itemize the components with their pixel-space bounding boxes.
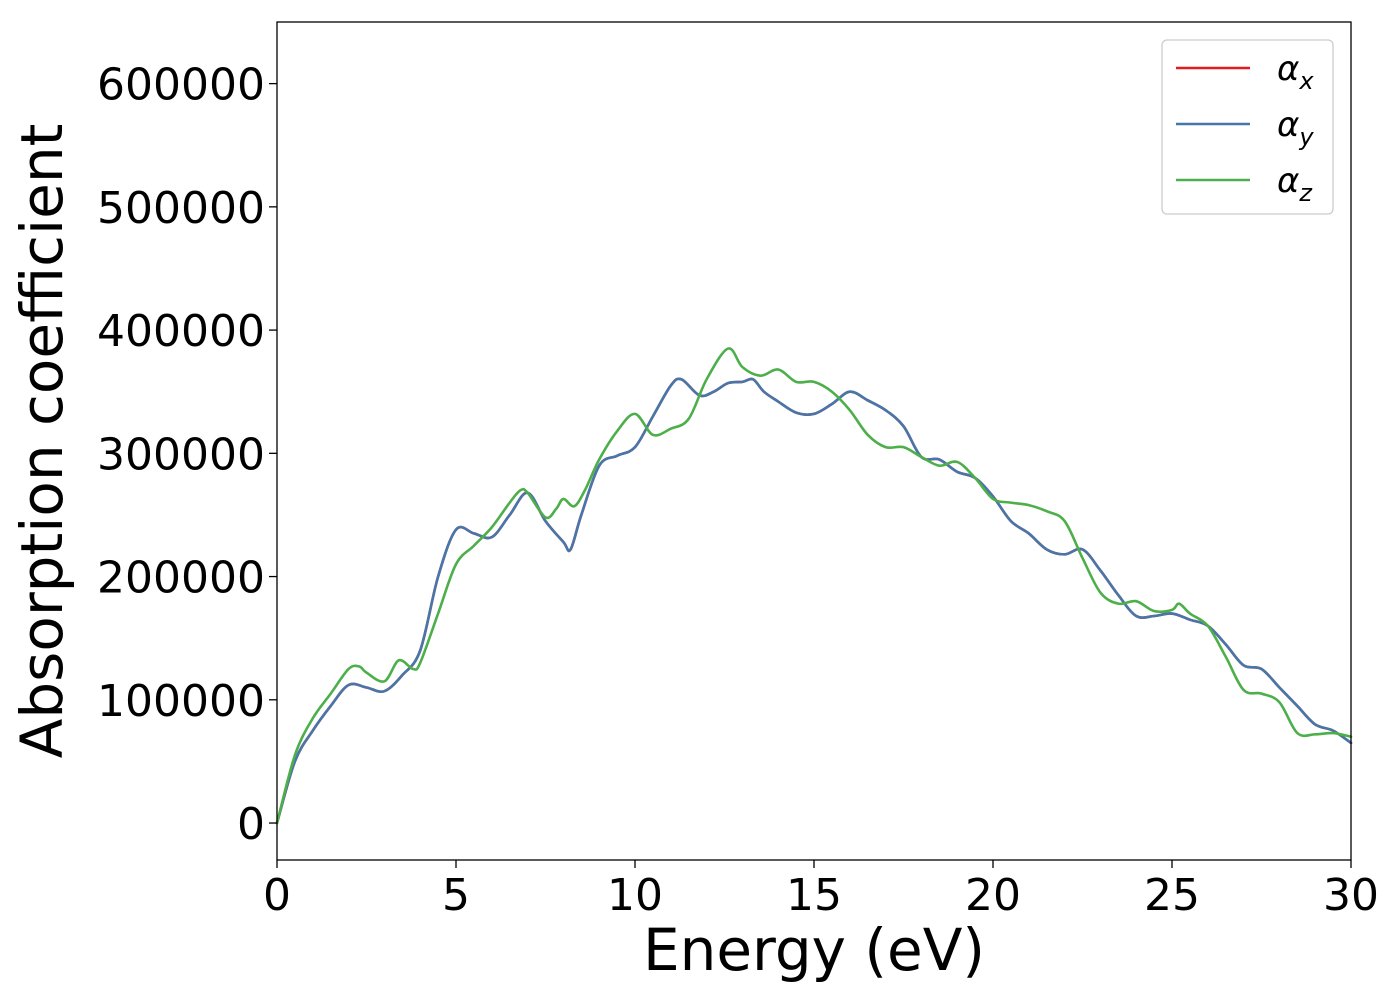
y-axis: 0 100000 200000 300000 400000 500000 600000 xyxy=(97,60,277,850)
y-axis-title: Absorption coefficient xyxy=(8,124,76,759)
series-line-z xyxy=(275,347,1353,825)
y-tick-label: 200000 xyxy=(97,553,265,604)
y-tick-label: 400000 xyxy=(97,306,265,357)
x-axis-title: Energy (eV) xyxy=(643,916,985,984)
x-tick-label: 0 xyxy=(263,870,291,921)
x-tick-label: 10 xyxy=(607,870,663,921)
y-tick-label: 0 xyxy=(237,799,265,850)
y-tick-label: 600000 xyxy=(97,60,265,111)
y-tick-label: 500000 xyxy=(97,183,265,234)
y-tick-label: 300000 xyxy=(97,429,265,480)
series-lines xyxy=(275,347,1353,825)
legend-box xyxy=(1161,39,1334,215)
x-tick-label: 20 xyxy=(965,870,1021,921)
x-tick-label: 15 xyxy=(786,870,842,921)
x-tick-label: 25 xyxy=(1144,870,1200,921)
x-tick-label: 30 xyxy=(1323,870,1379,921)
series-line-y xyxy=(275,377,1353,825)
x-axis: 0 5 10 15 20 25 30 xyxy=(263,860,1379,921)
y-tick-label: 100000 xyxy=(97,676,265,727)
x-tick-label: 5 xyxy=(442,870,470,921)
